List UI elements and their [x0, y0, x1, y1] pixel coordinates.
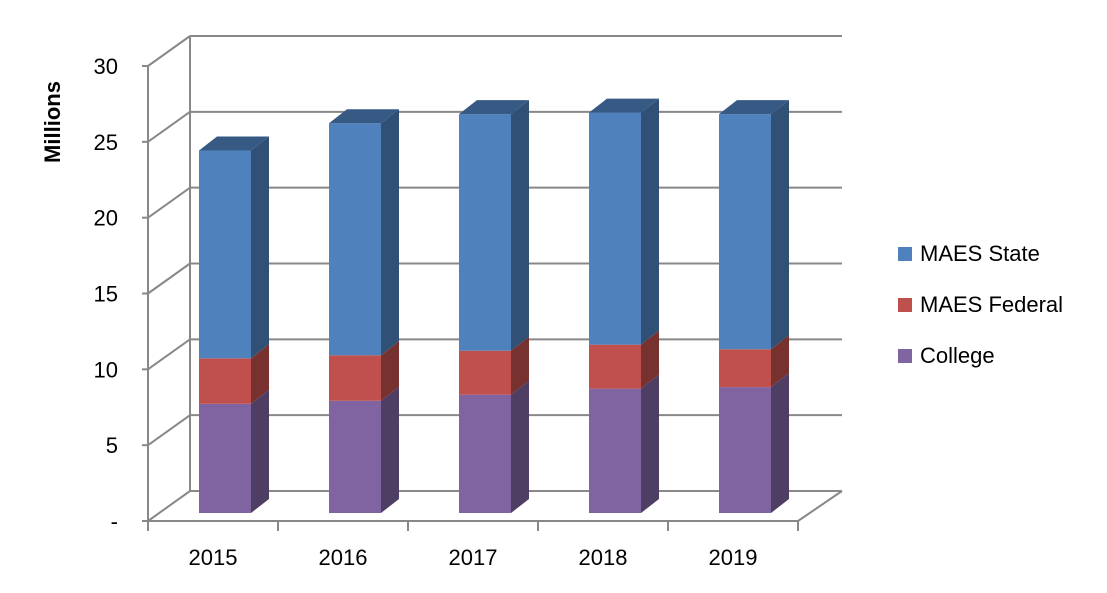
- bar-2016-maes-state-front: [329, 123, 381, 356]
- bar-2017-maes-state-side: [511, 100, 529, 351]
- bar-2019-college-side: [771, 373, 789, 513]
- bars: [199, 98, 789, 513]
- x-tick-label-2019: 2019: [709, 545, 758, 570]
- bar-2016-maes-federal-side: [381, 341, 399, 401]
- x-tick-label-2017: 2017: [449, 545, 498, 570]
- bar-2018-maes-federal-side: [641, 330, 659, 389]
- y-axis: - 5 10 15 20 25 30: [94, 54, 148, 534]
- bar-2019-maes-state-front: [719, 114, 771, 350]
- legend-swatch-college: [898, 348, 912, 363]
- bar-2015-maes-state-front: [199, 150, 251, 359]
- legend-item-maes-state: MAES State: [898, 228, 1063, 279]
- bar-2015-maes-state-top: [199, 136, 269, 151]
- y-tick-label-4: 20: [94, 206, 118, 231]
- gridline-side-3: [147, 262, 191, 295]
- gridline-side-0: [147, 490, 191, 522]
- bar-2018-maes-state-front: [589, 112, 641, 345]
- y-tick-label-0: -: [111, 509, 118, 534]
- bar-2015-college-side: [251, 389, 269, 513]
- bar-2019-college-front: [719, 387, 771, 513]
- bar-2017-maes-state-front: [459, 114, 511, 351]
- legend-item-maes-federal: MAES Federal: [898, 279, 1063, 330]
- bar-2015-maes-federal-front: [199, 358, 251, 404]
- y-axis-title: Millions: [40, 81, 65, 163]
- bar-2019-maes-state-top: [719, 100, 789, 115]
- gridline-side-1: [147, 414, 191, 446]
- x-tick-label-2016: 2016: [319, 545, 368, 570]
- bar-2017-maes-state-top: [459, 100, 529, 115]
- legend-label-maes-federal: MAES Federal: [920, 291, 1064, 317]
- bar-2017-maes-federal-side: [511, 336, 529, 395]
- gridline-side-2: [147, 338, 191, 371]
- bar-2016-college-side: [381, 386, 399, 513]
- y-tick-label-1: 5: [106, 433, 118, 458]
- bar-2016-maes-state-top: [329, 109, 399, 124]
- bar-2016-college-front: [329, 400, 381, 513]
- bar-2019-maes-state-side: [771, 100, 789, 350]
- x-axis: 2015 2016 2017 2018 2019: [147, 521, 799, 570]
- bar-2018-maes-state-side: [641, 98, 659, 345]
- gridline-side-6: [147, 35, 191, 67]
- legend-swatch-maes-state: [898, 246, 912, 261]
- gridline-side-5: [147, 111, 191, 143]
- x-tick-label-2018: 2018: [579, 545, 628, 570]
- bar-2018-maes-federal-front: [589, 344, 641, 389]
- legend-label-maes-state: MAES State: [920, 240, 1040, 266]
- bar-2017-maes-federal-front: [459, 350, 511, 395]
- bar-2016-maes-federal-front: [329, 355, 381, 401]
- bar-2017-college-side: [511, 380, 529, 513]
- bar-2016-maes-state-side: [381, 109, 399, 356]
- y-tick-label-2: 10: [94, 357, 118, 382]
- floor-right-edge: [797, 490, 843, 522]
- legend: MAES State MAES Federal College: [898, 228, 1063, 381]
- bar-2019-maes-federal-side: [771, 335, 789, 388]
- gridline-side-4: [147, 186, 191, 219]
- bar-2015-maes-federal-side: [251, 344, 269, 404]
- bar-2015-maes-state-side: [251, 136, 269, 359]
- bar-2017-college-front: [459, 394, 511, 513]
- legend-item-college: College: [898, 330, 1063, 381]
- y-tick-label-6: 30: [94, 54, 118, 79]
- x-tick-label-2015: 2015: [189, 545, 238, 570]
- bar-2019-maes-federal-front: [719, 349, 771, 388]
- bar-2015-college-front: [199, 403, 251, 513]
- legend-label-college: College: [920, 342, 995, 368]
- y-tick-label-5: 25: [94, 130, 118, 155]
- bar-2018-college-front: [589, 388, 641, 513]
- bar-2018-college-side: [641, 374, 659, 513]
- y-tick-label-3: 15: [94, 282, 118, 307]
- bar-2018-maes-state-top: [589, 98, 659, 113]
- legend-swatch-maes-federal: [898, 297, 912, 312]
